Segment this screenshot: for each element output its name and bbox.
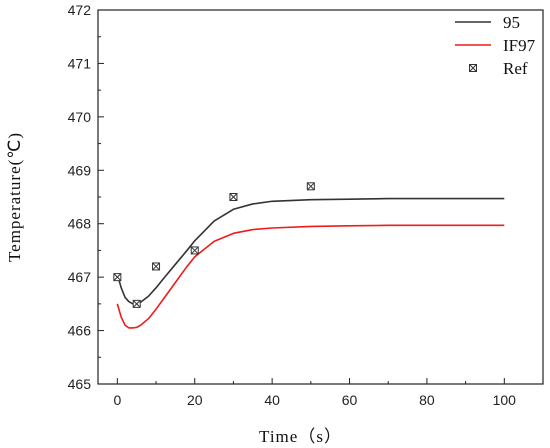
legend-label: 95 [503,13,520,32]
ref-data-point [306,182,315,191]
legend-swatch-ref [469,64,477,72]
y-tick-label: 472 [68,2,92,18]
ref-data-point [190,246,199,255]
series-line-95 [116,197,505,305]
legend-label: IF97 [503,36,536,55]
y-tick-label: 465 [68,376,92,392]
x-axis-title: Time（s） [259,427,342,446]
y-tick-label: 469 [68,162,92,178]
x-tick-label: 40 [264,392,280,408]
legend-label: Ref [503,59,528,78]
x-tick-label: 80 [419,392,435,408]
ref-data-point [132,299,141,308]
y-tick-label: 470 [68,109,92,125]
legend: 95 IF97 Ref [455,13,536,78]
y-tick-label: 467 [68,269,92,285]
ref-data-point [152,262,161,271]
series-layer [113,182,505,329]
x-tick-label: 100 [493,392,517,408]
axis-ticks: 0 20 40 60 80 100 465 466 467 468 469 470 471 472 [68,2,517,408]
ref-data-point [113,273,122,282]
x-tick-label: 60 [342,392,358,408]
x-tick-label: 0 [113,392,121,408]
series-line-if97 [116,224,505,329]
y-tick-label: 471 [68,55,92,71]
y-tick-label: 466 [68,323,92,339]
y-axis-title: Temperature(℃) [5,132,24,262]
y-tick-label: 468 [68,216,92,232]
x-tick-label: 20 [187,392,203,408]
ref-data-point [229,193,238,201]
